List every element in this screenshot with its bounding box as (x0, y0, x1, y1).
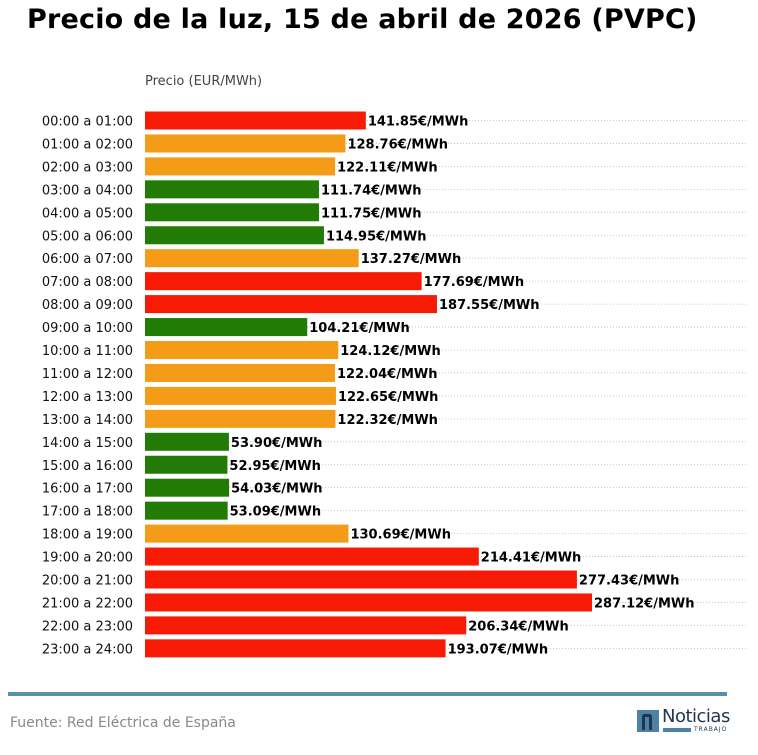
bar-20 (145, 570, 577, 589)
y-tick-label: 00:00 a 01:00 (42, 115, 133, 130)
data-label: 128.76€/MWh (347, 137, 448, 152)
bar-19 (145, 547, 479, 566)
bar-14 (145, 432, 229, 451)
y-tick-label: 11:00 a 12:00 (42, 367, 133, 382)
y-tick-label: 23:00 a 24:00 (42, 642, 133, 657)
y-tick-label: 01:00 a 02:00 (42, 137, 133, 152)
y-tick-label: 16:00 a 17:00 (42, 482, 133, 497)
y-tick-label: 05:00 a 06:00 (42, 229, 133, 244)
y-tick-label: 17:00 a 18:00 (42, 505, 133, 520)
y-tick-label: 15:00 a 16:00 (42, 459, 133, 474)
bar-4 (145, 203, 319, 222)
y-tick-label: 10:00 a 11:00 (42, 344, 133, 359)
bar-13 (145, 409, 336, 428)
chart-title: Precio de la luz, 15 de abril de 2026 (P… (27, 4, 698, 35)
bar-6 (145, 249, 359, 268)
y-tick-label: 12:00 a 13:00 (42, 390, 133, 405)
y-tick-label: 19:00 a 20:00 (42, 551, 133, 566)
logo-name: Noticias (662, 706, 730, 727)
data-label: 122.11€/MWh (337, 160, 438, 175)
y-tick-label: 14:00 a 15:00 (42, 436, 133, 451)
bar-9 (145, 318, 308, 337)
bar-16 (145, 478, 230, 497)
data-label: 130.69€/MWh (350, 528, 451, 543)
data-label: 52.95€/MWh (229, 459, 320, 474)
bar-0 (145, 111, 366, 130)
data-label: 137.27€/MWh (361, 252, 462, 267)
y-tick-label: 18:00 a 19:00 (42, 528, 133, 543)
noticias-trabajo-logo: Noticias TRABAJO (637, 706, 730, 735)
source-note: Fuente: Red Eléctrica de España (10, 715, 236, 731)
logo-subtitle: TRABAJO (694, 726, 728, 733)
y-tick-label: 06:00 a 07:00 (42, 252, 133, 267)
data-label: 114.95€/MWh (326, 229, 427, 244)
data-label: 177.69€/MWh (424, 275, 525, 290)
data-label: 53.90€/MWh (231, 436, 322, 451)
bar-23 (145, 639, 446, 658)
x-axis-title: Precio (EUR/MWh) (145, 74, 263, 89)
bar-8 (145, 295, 437, 314)
y-tick-label: 07:00 a 08:00 (42, 275, 133, 290)
bar-22 (145, 616, 467, 635)
bar-17 (145, 501, 228, 520)
logo-n-icon (637, 710, 659, 732)
data-label: 111.75€/MWh (321, 206, 422, 221)
y-tick-label: 09:00 a 10:00 (42, 321, 133, 336)
data-label: 104.21€/MWh (309, 321, 410, 336)
bar-18 (145, 524, 349, 543)
bar-11 (145, 363, 335, 382)
data-label: 54.03€/MWh (231, 482, 322, 497)
logo-underline (663, 728, 691, 732)
data-label: 122.04€/MWh (337, 367, 438, 382)
bar-10 (145, 341, 339, 359)
y-tick-label: 04:00 a 05:00 (42, 206, 133, 221)
y-tick-label: 08:00 a 09:00 (42, 298, 133, 313)
footer-divider (8, 692, 727, 696)
bar-chart: 00:00 a 01:00 141.85€/MWh 01:00 a 02:00 128… (42, 111, 748, 658)
data-label: 277.43€/MWh (579, 574, 680, 589)
data-label: 187.55€/MWh (439, 298, 540, 313)
bar-2 (145, 157, 336, 176)
y-tick-label: 13:00 a 14:00 (42, 413, 133, 428)
data-label: 122.65€/MWh (338, 390, 439, 405)
data-label: 53.09€/MWh (230, 505, 321, 520)
y-tick-label: 02:00 a 03:00 (42, 160, 133, 175)
bar-3 (145, 180, 319, 199)
data-label: 287.12€/MWh (594, 596, 695, 611)
bar-5 (145, 226, 324, 245)
data-label: 193.07€/MWh (448, 642, 549, 657)
y-tick-label: 21:00 a 22:00 (42, 596, 133, 611)
bar-12 (145, 386, 336, 405)
data-label: 111.74€/MWh (321, 183, 422, 198)
y-tick-label: 20:00 a 21:00 (42, 574, 133, 589)
y-tick-label: 03:00 a 04:00 (42, 183, 133, 198)
data-label: 206.34€/MWh (468, 619, 568, 634)
bar-15 (145, 455, 228, 474)
data-label: 122.32€/MWh (337, 413, 438, 428)
bar-7 (145, 272, 422, 291)
y-tick-label: 22:00 a 23:00 (42, 619, 133, 634)
data-label: 214.41€/MWh (481, 551, 582, 566)
data-label: 141.85€/MWh (368, 115, 469, 130)
bar-21 (145, 593, 592, 612)
bar-1 (145, 134, 346, 153)
data-label: 124.12€/MWh (340, 344, 441, 359)
